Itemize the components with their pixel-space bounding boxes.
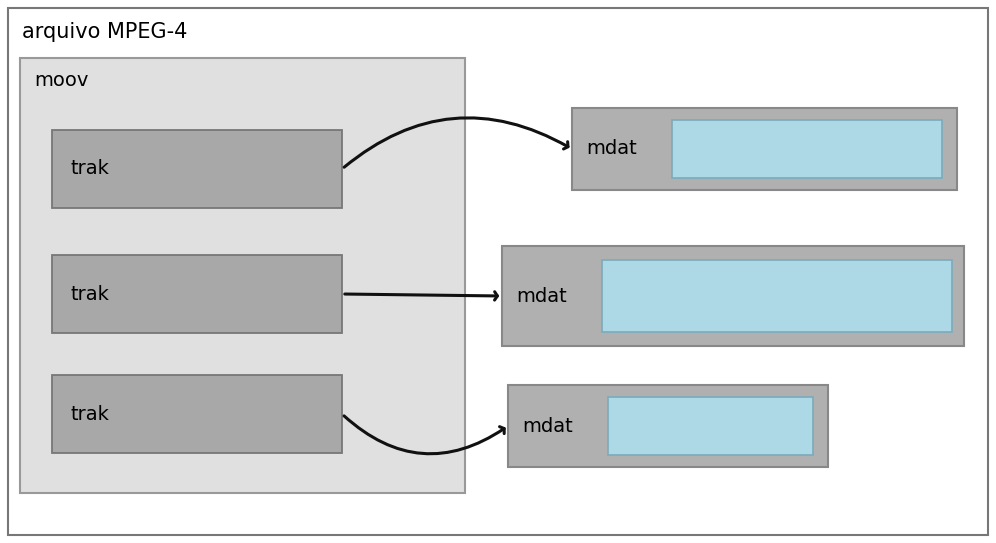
Bar — [608, 397, 813, 455]
Text: trak: trak — [70, 285, 109, 304]
Text: mdat: mdat — [516, 287, 567, 306]
Bar — [52, 375, 342, 453]
Text: trak: trak — [70, 160, 109, 179]
Text: mdat: mdat — [522, 416, 573, 435]
Bar — [20, 58, 465, 493]
Bar — [572, 108, 957, 190]
Bar — [502, 246, 964, 346]
Text: trak: trak — [70, 405, 109, 424]
Bar — [508, 385, 828, 467]
Bar — [52, 255, 342, 333]
Text: arquivo MPEG-4: arquivo MPEG-4 — [22, 22, 187, 42]
Text: moov: moov — [34, 71, 89, 90]
Bar — [602, 260, 952, 332]
Bar — [672, 120, 942, 178]
Bar — [52, 130, 342, 208]
Text: mdat: mdat — [586, 140, 636, 159]
